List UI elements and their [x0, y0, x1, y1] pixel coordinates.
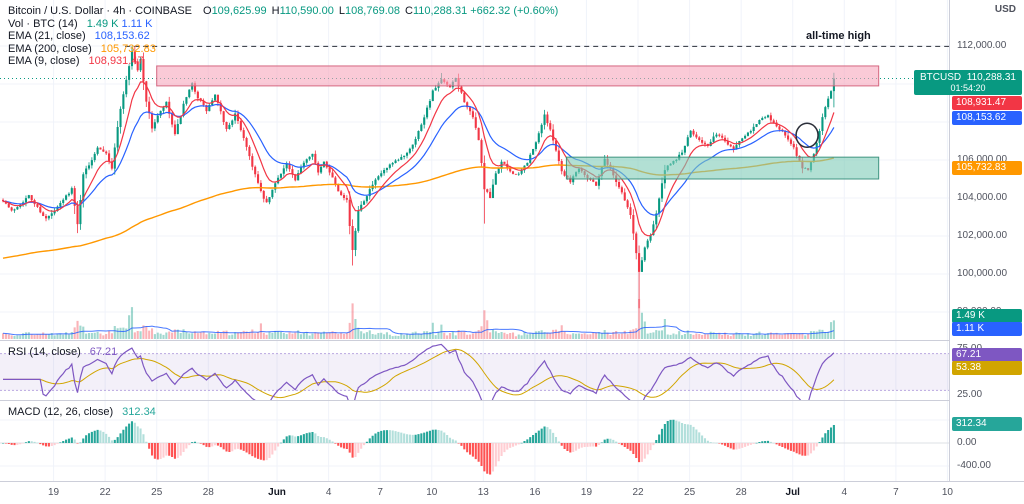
macd-histogram	[2, 419, 835, 444]
circle-annotation[interactable]	[795, 122, 819, 149]
volume-ma-line	[2, 325, 835, 336]
ema9-price-badge: 108,931.47	[952, 96, 1022, 111]
currency-label[interactable]: USD	[994, 4, 1016, 15]
supply-zone[interactable]	[156, 65, 880, 87]
time-axis-label: 28	[735, 487, 747, 498]
time-axis-label: 4	[325, 487, 332, 498]
time-axis-label: 13	[477, 487, 489, 498]
badge-price-value: 110,288.31	[966, 71, 1016, 83]
ohlc-low-label: L	[338, 5, 345, 17]
volume-badge: 1.49 K	[952, 309, 1022, 323]
macd-histogram	[30, 420, 775, 444]
axis-label: 106,000.00	[957, 153, 1008, 165]
axis-label: 100,000.00	[957, 267, 1008, 279]
ema200-price-badge: 105,732.83	[952, 161, 1022, 176]
time-axis-label: 4	[841, 487, 848, 498]
ohlc-high-value: 110,590.00	[279, 5, 334, 17]
ohlc-close-label: C	[405, 5, 413, 17]
panel-separator[interactable]	[0, 340, 1024, 341]
ohlc-open-label: O	[203, 5, 212, 17]
time-axis-label: 10	[941, 487, 953, 498]
rsi-legend: RSI (14, close) 67.21	[8, 346, 117, 359]
volume-bars-down	[2, 299, 810, 340]
axis-label: 25.00	[957, 389, 983, 400]
ema200-value: 105,732.83	[100, 42, 156, 55]
ohlc-high-label: H	[271, 5, 280, 17]
time-axis-label: 28	[202, 487, 214, 498]
time-axis[interactable]: 19 22 25 28 Jun 4 7 10 13 16 19 22 25 28 Jul 4 7 10	[0, 481, 1024, 504]
time-axis-label: 22	[99, 487, 111, 498]
axis-label: 0.00	[957, 437, 977, 448]
ohlc-close-value: 110,288.31	[412, 5, 468, 17]
price-axis[interactable]: USD BTCUSD 110,288.31 01:54:20 108,931.4…	[914, 0, 1024, 481]
ema9-indicator-label: EMA (9, close)	[8, 55, 80, 67]
ema21-value: 108,153.62	[94, 30, 150, 42]
main-legend: Bitcoin / U.S. Dollar · 4h · COINBASE O10…	[8, 5, 558, 68]
badge-symbol: BTCUSD	[920, 71, 962, 83]
rsi-line	[3, 343, 835, 400]
macd-histogram	[4, 443, 807, 475]
time-axis-label: 25	[684, 487, 696, 498]
ath-annotation-label[interactable]: all-time high	[806, 30, 871, 42]
ema9-line	[2, 81, 835, 237]
volume-bars-up	[13, 307, 835, 340]
time-axis-label: 19	[48, 487, 60, 498]
ema200-indicator-label: EMA (200, close)	[8, 42, 92, 55]
ohlc-open-value: 109,625.99	[211, 5, 267, 17]
time-axis-label: 22	[632, 487, 644, 498]
axis-label: 102,000.00	[957, 229, 1008, 241]
ema9-value: 108,931.47	[88, 55, 144, 67]
time-axis-label: 7	[377, 487, 383, 498]
volume-legend-row[interactable]: Vol · BTC (14) 1.49 K 1.11 K	[8, 18, 558, 31]
volume-ma-badge: 1.11 K	[952, 322, 1022, 336]
symbol-legend-row[interactable]: Bitcoin / U.S. Dollar · 4h · COINBASE O10…	[8, 5, 558, 18]
axis-label: 112,000.00	[957, 40, 1007, 51]
time-axis-label: Jun	[268, 487, 286, 498]
candle-countdown: 01:54:20	[950, 82, 986, 93]
rsi-badge: 67.21	[952, 348, 1022, 363]
demand-zone[interactable]	[565, 156, 880, 180]
macd-value: 312.34	[122, 406, 156, 418]
macd-legend: MACD (12, 26, close) 312.34	[8, 406, 156, 419]
rsi-ma-badge: 53.38	[952, 360, 1022, 375]
macd-panel	[2, 419, 835, 475]
time-axis-label: 16	[529, 487, 541, 498]
ema21-indicator-label: EMA (21, close)	[8, 30, 86, 42]
price-panel	[0, 45, 949, 340]
volume-indicator-label: Vol · BTC (14)	[8, 17, 78, 30]
panel-separator[interactable]	[0, 400, 1024, 401]
macd-histogram	[16, 443, 818, 472]
volume-ma-value: 1.11 K	[121, 17, 153, 30]
time-axis-label: Jul	[785, 487, 800, 498]
chart-canvas[interactable]	[0, 0, 949, 481]
time-axis-label: 10	[426, 487, 438, 498]
ema200-legend-row[interactable]: EMA (200, close) 105,732.83	[8, 43, 558, 56]
ohlc-low-value: 108,769.08	[344, 5, 401, 17]
rsi-indicator-label: RSI (14, close)	[8, 346, 81, 358]
rsi-value: 67.21	[89, 346, 118, 358]
rsi-panel	[0, 343, 949, 400]
current-price-badge: BTCUSD 110,288.31 01:54:20	[914, 69, 1022, 95]
ema21-price-badge: 108,153.62	[952, 111, 1022, 126]
ema9-legend-row[interactable]: EMA (9, close) 108,931.47	[8, 55, 558, 68]
time-axis-label: 25	[151, 487, 163, 498]
volume-value: 1.49 K	[86, 17, 119, 30]
time-axis-label: 19	[580, 487, 593, 498]
macd-legend-row[interactable]: MACD (12, 26, close) 312.34	[8, 406, 156, 419]
axis-label: 104,000.00	[957, 191, 1008, 203]
time-axis-label: 7	[893, 487, 899, 498]
symbol-title: Bitcoin / U.S. Dollar · 4h · COINBASE	[8, 5, 192, 17]
macd-badge: 312.34	[952, 417, 1022, 432]
price-change: +662.32 (+0.60%)	[470, 5, 559, 17]
ema21-legend-row[interactable]: EMA (21, close) 108,153.62	[8, 30, 558, 43]
macd-indicator-label: MACD (12, 26, close)	[8, 406, 114, 418]
axis-label: -400.00	[957, 460, 991, 471]
rsi-legend-row[interactable]: RSI (14, close) 67.21	[8, 346, 117, 359]
